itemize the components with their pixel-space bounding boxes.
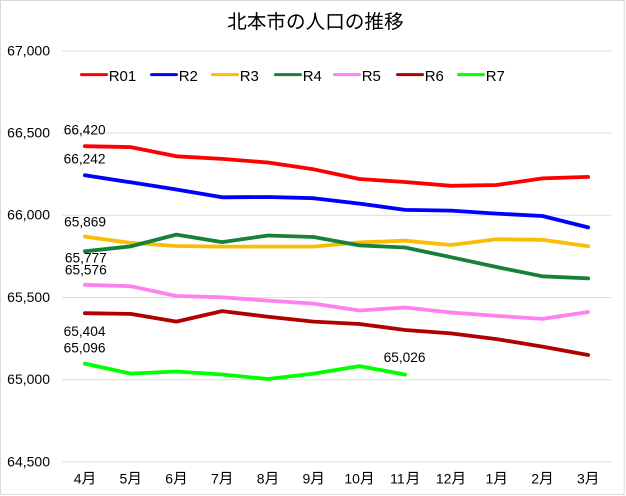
svg-text:R7: R7 [486, 68, 505, 85]
svg-text:65,777: 65,777 [65, 250, 107, 265]
svg-text:7: 7 [211, 470, 219, 486]
svg-text:12: 12 [436, 470, 452, 486]
svg-text:64,500: 64,500 [7, 453, 50, 469]
svg-text:5: 5 [120, 470, 128, 486]
svg-text:R3: R3 [240, 68, 259, 85]
svg-text:8: 8 [257, 470, 265, 486]
svg-text:1: 1 [486, 470, 494, 486]
svg-text:65,869: 65,869 [64, 214, 106, 229]
svg-text:R01: R01 [109, 68, 137, 85]
svg-text:65,576: 65,576 [65, 262, 107, 277]
svg-text:66,000: 66,000 [7, 207, 50, 223]
svg-text:2: 2 [531, 470, 539, 486]
svg-text:4: 4 [74, 470, 82, 486]
svg-text:65,026: 65,026 [384, 350, 426, 365]
svg-text:66,420: 66,420 [64, 123, 106, 138]
svg-text:65,404: 65,404 [64, 324, 106, 339]
svg-text:3: 3 [577, 470, 585, 486]
svg-text:66,500: 66,500 [7, 125, 50, 141]
svg-text:11: 11 [390, 470, 405, 486]
svg-text:R6: R6 [425, 68, 444, 85]
svg-text:65,000: 65,000 [7, 371, 50, 387]
svg-text:65,500: 65,500 [7, 289, 50, 305]
svg-text:6: 6 [165, 470, 173, 486]
svg-text:R4: R4 [303, 68, 322, 85]
svg-text:66,242: 66,242 [64, 152, 106, 167]
svg-text:65,096: 65,096 [64, 340, 106, 355]
svg-text:9: 9 [303, 470, 311, 486]
svg-text:10: 10 [344, 470, 360, 486]
svg-text:R2: R2 [179, 68, 198, 85]
svg-text:67,000: 67,000 [7, 42, 50, 58]
svg-text:R5: R5 [362, 68, 381, 85]
